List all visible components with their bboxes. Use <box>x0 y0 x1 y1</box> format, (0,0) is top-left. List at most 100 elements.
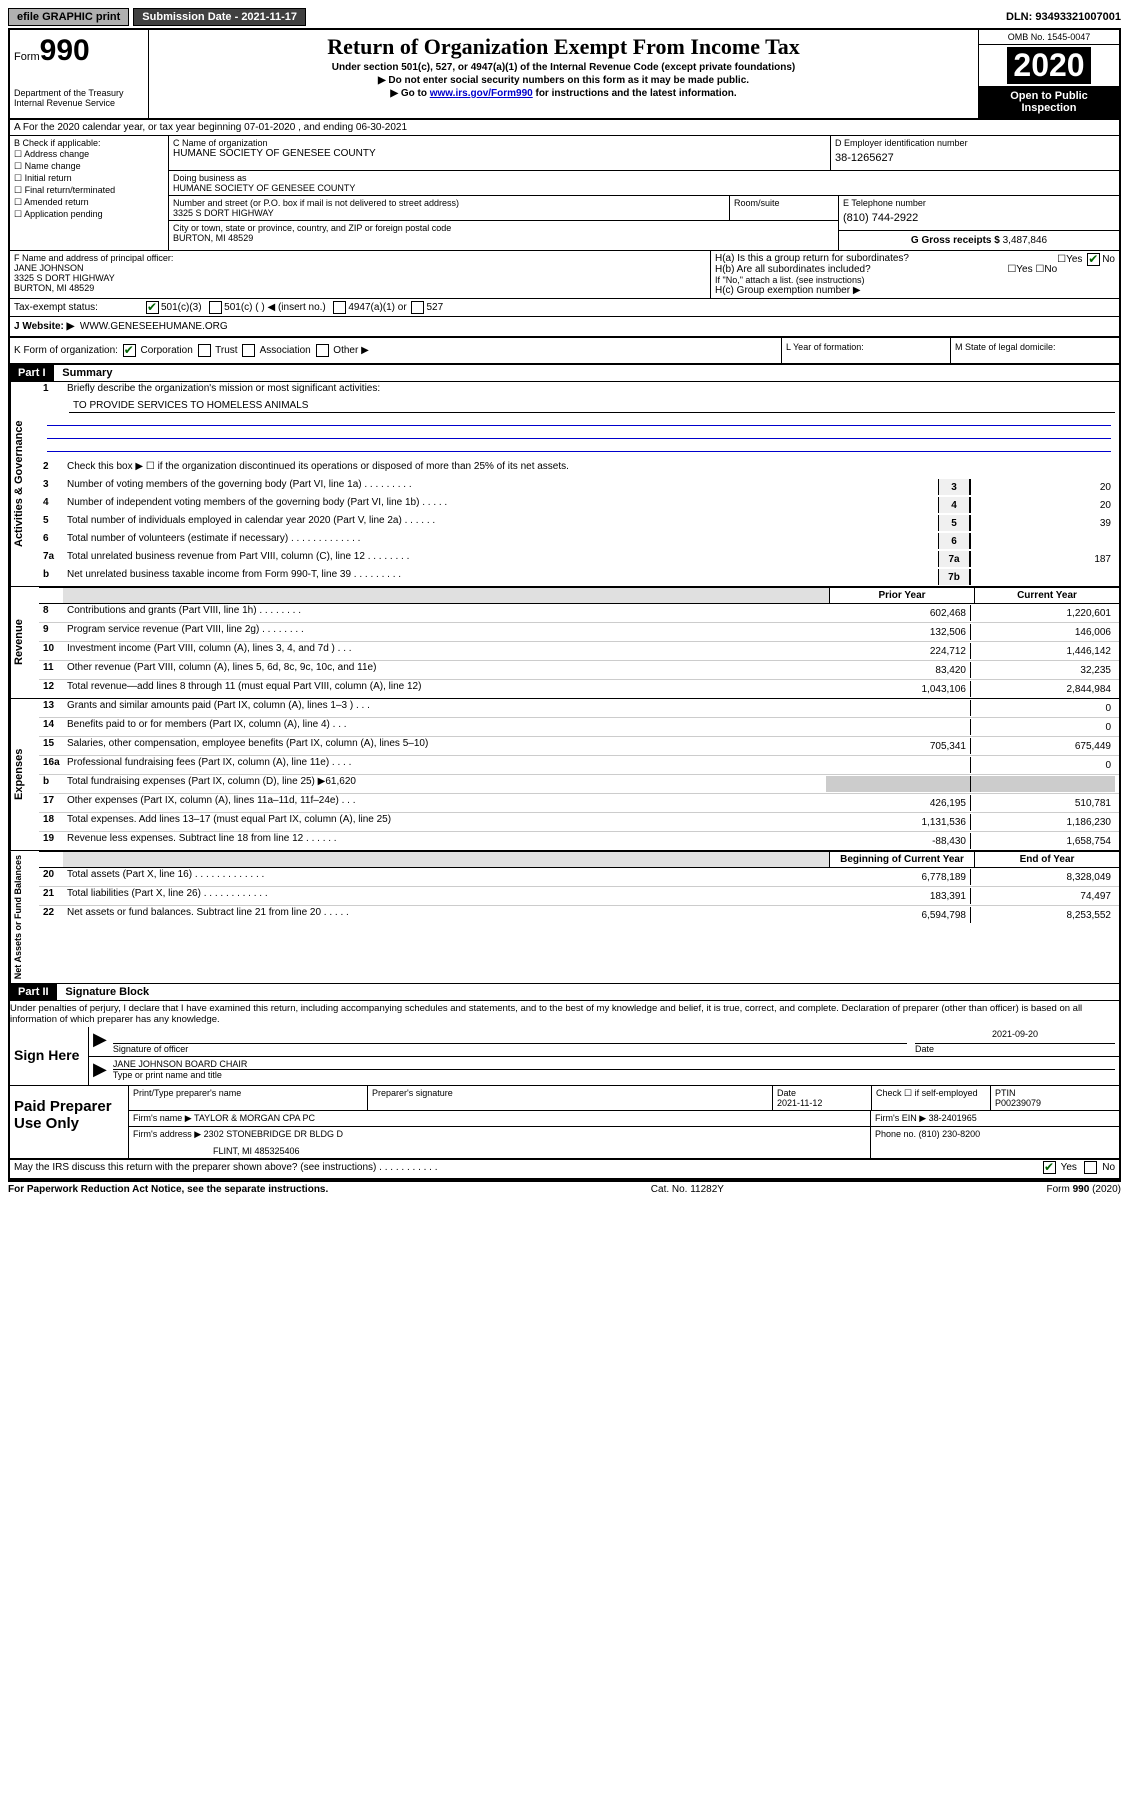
dba-value: HUMANE SOCIETY OF GENESEE COUNTY <box>173 183 1115 193</box>
current-year-header: Current Year <box>974 588 1119 603</box>
row-current: 74,497 <box>970 888 1115 904</box>
footer-mid: Cat. No. 11282Y <box>651 1184 724 1195</box>
part1-header-row: Part I Summary <box>10 365 1119 382</box>
street-value: 3325 S DORT HIGHWAY <box>173 208 725 218</box>
city-value: BURTON, MI 48529 <box>173 233 834 243</box>
opt-527: 527 <box>426 302 443 313</box>
table-row: bTotal fundraising expenses (Part IX, co… <box>39 775 1119 794</box>
irs-link[interactable]: www.irs.gov/Form990 <box>430 88 533 99</box>
k-other: Other ▶ <box>333 345 368 356</box>
check-address[interactable]: ☐ Address change <box>14 149 164 160</box>
table-row: 20Total assets (Part X, line 16) . . . .… <box>39 868 1119 887</box>
net-assets-label: Net Assets or Fund Balances <box>10 851 39 983</box>
submission-button[interactable]: Submission Date - 2021-11-17 <box>133 8 306 26</box>
part2-header: Part II <box>10 984 57 1000</box>
ha-no-check[interactable] <box>1087 253 1100 266</box>
block-b: B Check if applicable: ☐ Address change … <box>10 136 169 250</box>
part2-header-row: Part II Signature Block <box>10 984 1119 1001</box>
k-trust-check[interactable] <box>198 344 211 357</box>
501c-check[interactable] <box>209 301 222 314</box>
check-amended-label: Amended return <box>24 197 89 207</box>
firm-label: Firm's name ▶ <box>133 1113 192 1123</box>
block-g: G Gross receipts $ 3,487,846 <box>839 231 1119 250</box>
header-sub1: Under section 501(c), 527, or 4947(a)(1)… <box>153 62 974 73</box>
discuss-yes-check[interactable] <box>1043 1161 1056 1174</box>
k-assoc-check[interactable] <box>242 344 255 357</box>
line3-val: 20 <box>970 479 1115 495</box>
ein-value: 38-1265627 <box>835 148 1115 168</box>
row-current: 0 <box>970 719 1115 735</box>
open-public-badge: Open to Public Inspection <box>979 86 1119 118</box>
check-name[interactable]: ☐ Name change <box>14 161 164 172</box>
header-right: OMB No. 1545-0047 2020 Open to Public In… <box>978 30 1119 118</box>
form-frame: Form990 Department of the Treasury Inter… <box>8 28 1121 1182</box>
row-prior: 6,594,798 <box>826 907 970 923</box>
mission-value: TO PROVIDE SERVICES TO HOMELESS ANIMALS <box>69 400 1115 413</box>
line3-text: Number of voting members of the governin… <box>67 479 938 490</box>
check-pending[interactable]: ☐ Application pending <box>14 209 164 220</box>
check-amended[interactable]: ☐ Amended return <box>14 197 164 208</box>
ha-text: H(a) Is this a group return for subordin… <box>715 253 909 264</box>
firm-addr2: FLINT, MI 485325406 <box>133 1140 866 1156</box>
line4-text: Number of independent voting members of … <box>67 497 938 508</box>
k-other-check[interactable] <box>316 344 329 357</box>
501c3-check[interactable] <box>146 301 159 314</box>
firm-ein-cell: Firm's EIN ▶ 38-2401965 <box>871 1111 1119 1126</box>
table-row: 12Total revenue—add lines 8 through 11 (… <box>39 680 1119 698</box>
row-text: Total assets (Part X, line 16) . . . . .… <box>67 869 826 880</box>
row-current: 675,449 <box>970 738 1115 754</box>
footer-right: Form 990 (2020) <box>1047 1184 1121 1195</box>
expenses-section: Expenses 13Grants and similar amounts pa… <box>10 699 1119 851</box>
dept-label: Department of the Treasury <box>14 88 144 98</box>
line7b-text: Net unrelated business taxable income fr… <box>67 569 938 580</box>
line4-val: 20 <box>970 497 1115 513</box>
row-prior: 426,195 <box>826 795 970 811</box>
sig-officer-line: ▶ Signature of officer 2021-09-20 Date <box>89 1027 1119 1057</box>
check-pending-label: Application pending <box>24 209 103 219</box>
line5-val: 39 <box>970 515 1115 531</box>
address-row: Number and street (or P.O. box if mail i… <box>169 196 1119 250</box>
h-a: H(a) Is this a group return for subordin… <box>715 253 1115 264</box>
discuss-no-check[interactable] <box>1084 1161 1097 1174</box>
row-prior: 1,043,106 <box>826 681 970 697</box>
street-label: Number and street (or P.O. box if mail i… <box>173 198 725 208</box>
blocks-b-to-g: B Check if applicable: ☐ Address change … <box>10 136 1119 251</box>
sig-arrow-icon: ▶ <box>93 1029 113 1054</box>
form-num: 990 <box>40 34 90 67</box>
city-cell: City or town, state or province, country… <box>169 221 838 245</box>
mission-blank3 <box>47 439 1111 452</box>
row-text: Revenue less expenses. Subtract line 18 … <box>67 833 826 844</box>
addr-left: Number and street (or P.O. box if mail i… <box>169 196 838 250</box>
row-prior: 132,506 <box>826 624 970 640</box>
row-text: Professional fundraising fees (Part IX, … <box>67 757 826 768</box>
check-final[interactable]: ☐ Final return/terminated <box>14 185 164 196</box>
revenue-label: Revenue <box>10 587 39 698</box>
h-c: H(c) Group exemption number ▶ <box>715 285 1115 296</box>
block-b-label: B Check if applicable: <box>14 138 164 148</box>
table-row: 17Other expenses (Part IX, column (A), l… <box>39 794 1119 813</box>
block-e: E Telephone number (810) 744-2922 <box>839 196 1119 231</box>
firm-ein: 38-2401965 <box>929 1113 977 1123</box>
row-current: 8,328,049 <box>970 869 1115 885</box>
ein-label: D Employer identification number <box>835 138 1115 148</box>
row-text: Other expenses (Part IX, column (A), lin… <box>67 795 826 806</box>
begin-year-header: Beginning of Current Year <box>829 852 974 867</box>
m-cell: M State of legal domicile: <box>951 338 1119 363</box>
row-prior: 224,712 <box>826 643 970 659</box>
end-year-header: End of Year <box>974 852 1119 867</box>
governance-label: Activities & Governance <box>10 382 39 586</box>
k-corp-check[interactable] <box>123 344 136 357</box>
527-check[interactable] <box>411 301 424 314</box>
4947-check[interactable] <box>333 301 346 314</box>
penalties-text: Under penalties of perjury, I declare th… <box>10 1001 1119 1027</box>
check-initial[interactable]: ☐ Initial return <box>14 173 164 184</box>
efile-button[interactable]: efile GRAPHIC print <box>8 8 129 26</box>
prep-ptin-cell: PTINP00239079 <box>991 1086 1119 1110</box>
klm-row: K Form of organization: Corporation Trus… <box>10 338 1119 365</box>
sign-block: Sign Here ▶ Signature of officer 2021-09… <box>10 1027 1119 1086</box>
check-address-label: Address change <box>24 149 89 159</box>
row-text: Benefits paid to or for members (Part IX… <box>67 719 826 730</box>
c-name-label: C Name of organization <box>173 138 826 148</box>
row-current: 1,220,601 <box>970 605 1115 621</box>
table-row: 13Grants and similar amounts paid (Part … <box>39 699 1119 718</box>
